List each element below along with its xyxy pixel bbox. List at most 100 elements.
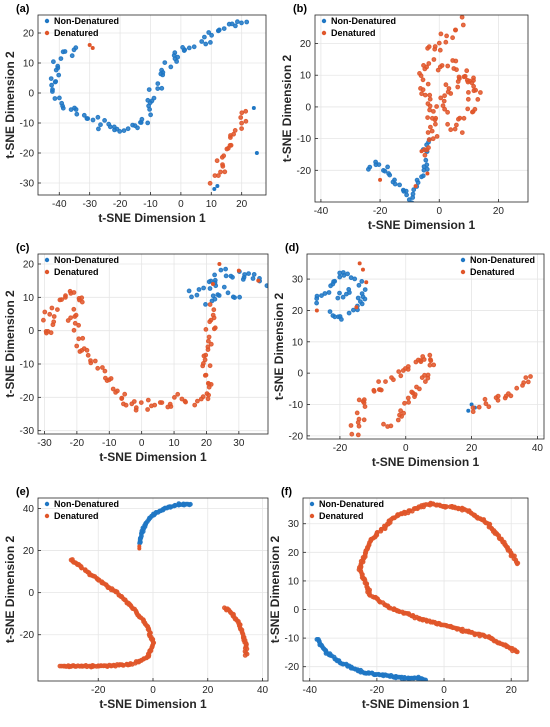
x-tick-label: 10	[206, 199, 218, 210]
point-denatured	[119, 396, 125, 402]
point-denatured	[42, 309, 48, 315]
point-denatured	[381, 421, 386, 427]
point-non-denatured	[411, 187, 417, 193]
y-tick-label: 20	[288, 548, 300, 559]
points	[48, 19, 259, 191]
x-tick-label: -40	[314, 206, 329, 217]
point-denatured	[405, 364, 411, 369]
point-non-denatured	[340, 294, 346, 300]
point-denatured	[217, 262, 222, 266]
y-tick-label: 10	[23, 59, 35, 70]
legend-marker	[44, 257, 50, 263]
point-denatured	[216, 173, 221, 179]
y-tick-label: 0	[28, 89, 34, 100]
point-denatured	[443, 82, 449, 88]
point-denatured	[76, 322, 81, 328]
point-non-denatured	[352, 276, 358, 282]
point-denatured	[425, 81, 431, 87]
point-denatured	[426, 137, 432, 143]
point-denatured	[256, 278, 261, 283]
point-non-denatured	[62, 49, 68, 54]
x-tick-label: -20	[333, 443, 348, 454]
point-denatured	[41, 317, 46, 323]
y-tick-label: -30	[20, 179, 35, 190]
y-tick-label: -10	[285, 634, 300, 645]
panel-label: (a)	[16, 3, 30, 15]
point-non-denatured	[251, 272, 257, 277]
point-non-denatured	[57, 95, 62, 101]
point-non-denatured	[356, 282, 362, 288]
y-tick-label: 30	[292, 275, 304, 286]
x-tick-label: 0	[436, 206, 442, 217]
point-non-denatured	[203, 41, 209, 47]
point-denatured	[138, 400, 144, 406]
point-non-denatured	[148, 112, 154, 118]
panel-d: -20 0 20 40 -20 -10 0 10 20 30 t-SNE Dimension 1 t-…	[272, 242, 545, 469]
point-denatured	[422, 66, 428, 72]
y-axis-label: t-SNE Dimension 2	[280, 55, 294, 163]
point-non-denatured	[225, 290, 231, 296]
point-denatured	[349, 431, 355, 437]
plot-frame	[302, 497, 529, 682]
point-denatured	[414, 384, 419, 390]
legend-label: Denatured	[319, 511, 364, 521]
panel-label: (e)	[16, 486, 30, 498]
point-denatured	[210, 312, 216, 318]
point-non-denatured	[387, 172, 393, 178]
y-tick-label: -30	[20, 426, 35, 437]
point-denatured	[453, 27, 458, 33]
point-denatured	[222, 169, 228, 175]
point-denatured	[73, 312, 79, 318]
point-denatured	[383, 379, 388, 385]
x-tick-label: -30	[82, 199, 97, 210]
point-non-denatured	[351, 307, 356, 313]
point-non-denatured	[58, 56, 64, 61]
legend-marker	[44, 30, 50, 36]
point-denatured	[425, 171, 430, 176]
point-non-denatured	[337, 290, 342, 296]
legend-marker	[44, 18, 50, 24]
point-denatured	[486, 404, 492, 410]
point-non-denatured	[331, 279, 337, 285]
point-non-denatured	[194, 292, 200, 298]
point-denatured	[430, 136, 436, 142]
point-non-denatured	[95, 114, 101, 120]
point-denatured	[85, 352, 91, 358]
point-denatured	[412, 394, 417, 400]
point-denatured	[123, 402, 129, 408]
point-denatured	[476, 404, 482, 410]
point-denatured	[421, 357, 427, 362]
point-non-denatured	[188, 501, 193, 507]
point-non-denatured	[367, 164, 373, 170]
point-non-denatured	[362, 296, 368, 302]
point-denatured	[103, 375, 108, 381]
legend: Non-Denatured Denatured	[44, 499, 119, 521]
y-tick-label: -20	[20, 393, 35, 404]
point-denatured	[214, 158, 220, 164]
point-denatured	[361, 417, 367, 423]
point-denatured	[461, 115, 467, 121]
point-non-denatured	[191, 44, 197, 50]
point-denatured	[433, 115, 439, 121]
point-denatured	[145, 397, 151, 403]
point-denatured	[445, 63, 451, 69]
point-non-denatured	[237, 294, 243, 300]
point-denatured	[243, 118, 249, 124]
point-denatured	[49, 305, 55, 311]
legend-label: Non-Denatured	[331, 16, 396, 26]
x-tick-label: -20	[113, 199, 128, 210]
y-tick-label: -20	[297, 166, 312, 177]
point-denatured	[427, 362, 433, 368]
point-denatured	[133, 407, 139, 413]
point-non-denatured	[121, 128, 127, 134]
point-non-denatured	[147, 107, 153, 112]
point-non-denatured	[403, 188, 409, 194]
point-denatured	[456, 74, 462, 80]
point-non-denatured	[397, 182, 403, 188]
point-denatured	[243, 108, 249, 114]
point-denatured	[195, 398, 200, 404]
point-denatured	[63, 293, 68, 299]
point-non-denatured	[358, 299, 363, 305]
